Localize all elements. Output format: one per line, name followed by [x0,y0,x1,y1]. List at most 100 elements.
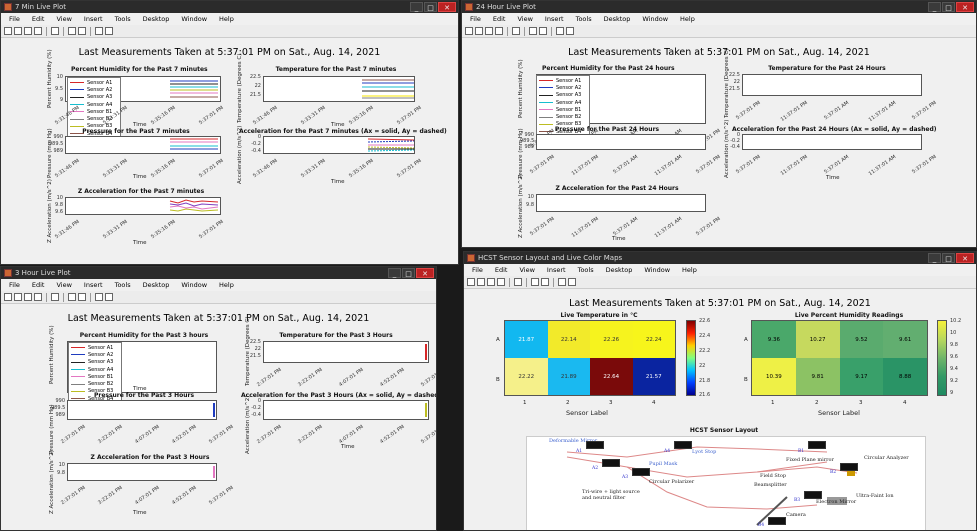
pointer-icon[interactable] [556,27,564,35]
menu-item-desktop[interactable]: Desktop [142,281,170,289]
matlab-icon [465,3,473,11]
open-file-icon[interactable] [14,27,22,35]
ytick: 9.6 [55,209,63,215]
print-icon[interactable] [497,278,505,286]
legend-swatch [539,94,553,96]
menu-item-file[interactable]: File [9,281,20,289]
legend-icon[interactable] [78,27,86,35]
maximize-button[interactable]: □ [942,253,955,263]
menu-item-desktop[interactable]: Desktop [142,15,170,23]
toolbar-separator [63,292,64,302]
menu-item-window[interactable]: Window [181,281,208,289]
close-button[interactable]: ✕ [956,253,974,263]
menu-item-help[interactable]: Help [219,281,234,289]
link-plot-icon[interactable] [51,293,59,301]
print-icon[interactable] [495,27,503,35]
save-icon[interactable] [24,293,32,301]
heatmap-cell: 22.14 [547,321,590,358]
link-plot-icon[interactable] [514,278,522,286]
minimize-button[interactable]: _ [388,268,401,278]
zoom-icon[interactable] [566,27,574,35]
colorbar-icon[interactable] [531,278,539,286]
open-file-icon[interactable] [475,27,483,35]
pointer-icon[interactable] [95,27,103,35]
titlebar[interactable]: 24 Hour Live Plot _ □ ✕ [462,1,976,13]
zoom-icon[interactable] [105,27,113,35]
menu-item-view[interactable]: View [56,15,72,23]
ytick: 21.5 [249,353,261,359]
print-icon[interactable] [34,27,42,35]
pointer-icon[interactable] [558,278,566,286]
xtick: 5:35:16 PM [150,158,177,180]
menu-item-edit[interactable]: Edit [31,281,45,289]
menu-item-help[interactable]: Help [219,15,234,23]
open-file-icon[interactable] [477,278,485,286]
ytick: 22.5 [249,339,261,345]
colorbar-icon[interactable] [529,27,537,35]
colorbar-icon[interactable] [68,27,76,35]
minimize-button[interactable]: _ [928,2,941,12]
menu-item-window[interactable]: Window [181,15,208,23]
titlebar[interactable]: 7 Min Live Plot _ □ ✕ [1,1,458,13]
legend[interactable]: Sensor A1 Sensor A2 Sensor A3 Sensor A4 Sens… [67,77,121,140]
new-file-icon[interactable] [4,293,12,301]
close-button[interactable]: ✕ [416,268,434,278]
zoom-icon[interactable] [568,278,576,286]
link-plot-icon[interactable] [51,27,59,35]
menu-item-tools[interactable]: Tools [575,15,592,23]
figure-area: Last Measurements Taken at 5:37:01 PM on… [464,289,976,530]
menu-item-insert[interactable]: Insert [544,15,564,23]
menu-item-insert[interactable]: Insert [83,15,103,23]
legend-icon[interactable] [541,278,549,286]
menu-item-desktop[interactable]: Desktop [603,15,631,23]
menu-item-insert[interactable]: Insert [546,266,566,274]
menu-item-desktop[interactable]: Desktop [605,266,633,274]
pointer-icon[interactable] [95,293,103,301]
minimize-button[interactable]: _ [928,253,941,263]
new-file-icon[interactable] [465,27,473,35]
menu-item-help[interactable]: Help [680,15,695,23]
legend[interactable]: Sensor A1 Sensor A2 Sensor A3 Sensor A4 Sens… [68,342,122,405]
maximize-button[interactable]: □ [424,2,437,12]
menu-item-edit[interactable]: Edit [494,266,508,274]
legend-swatch [71,369,85,371]
titlebar[interactable]: HCST Sensor Layout and Live Color Maps _… [464,252,976,264]
maximize-button[interactable]: □ [942,2,955,12]
legend-icon[interactable] [78,293,86,301]
heatmap-cell: 21.89 [547,358,590,395]
close-button[interactable]: ✕ [438,2,456,12]
menu-item-view[interactable]: View [56,281,72,289]
open-file-icon[interactable] [14,293,22,301]
titlebar[interactable]: 3 Hour Live Plot _ □ ✕ [1,267,436,279]
save-icon[interactable] [485,27,493,35]
menu-item-insert[interactable]: Insert [83,281,103,289]
close-button[interactable]: ✕ [956,2,974,12]
menubar: File Edit View Insert Tools Desktop Window Help [464,264,976,276]
print-icon[interactable] [34,293,42,301]
menu-item-file[interactable]: File [472,266,483,274]
menu-item-tools[interactable]: Tools [114,281,131,289]
link-plot-icon[interactable] [512,27,520,35]
menu-item-edit[interactable]: Edit [31,15,45,23]
menu-item-tools[interactable]: Tools [114,15,131,23]
menu-item-window[interactable]: Window [642,15,669,23]
ytick: 10 [58,462,65,468]
new-file-icon[interactable] [4,27,12,35]
menu-item-file[interactable]: File [470,15,481,23]
minimize-button[interactable]: _ [410,2,423,12]
menu-item-edit[interactable]: Edit [492,15,506,23]
menu-item-file[interactable]: File [9,15,20,23]
menu-item-tools[interactable]: Tools [577,266,594,274]
menu-item-view[interactable]: View [517,15,533,23]
save-icon[interactable] [487,278,495,286]
menu-item-window[interactable]: Window [644,266,671,274]
colorbar-icon[interactable] [68,293,76,301]
legend-swatch [71,354,85,356]
save-icon[interactable] [24,27,32,35]
menu-item-help[interactable]: Help [682,266,697,274]
menu-item-view[interactable]: View [519,266,535,274]
maximize-button[interactable]: □ [402,268,415,278]
new-file-icon[interactable] [467,278,475,286]
zoom-icon[interactable] [105,293,113,301]
legend-icon[interactable] [539,27,547,35]
